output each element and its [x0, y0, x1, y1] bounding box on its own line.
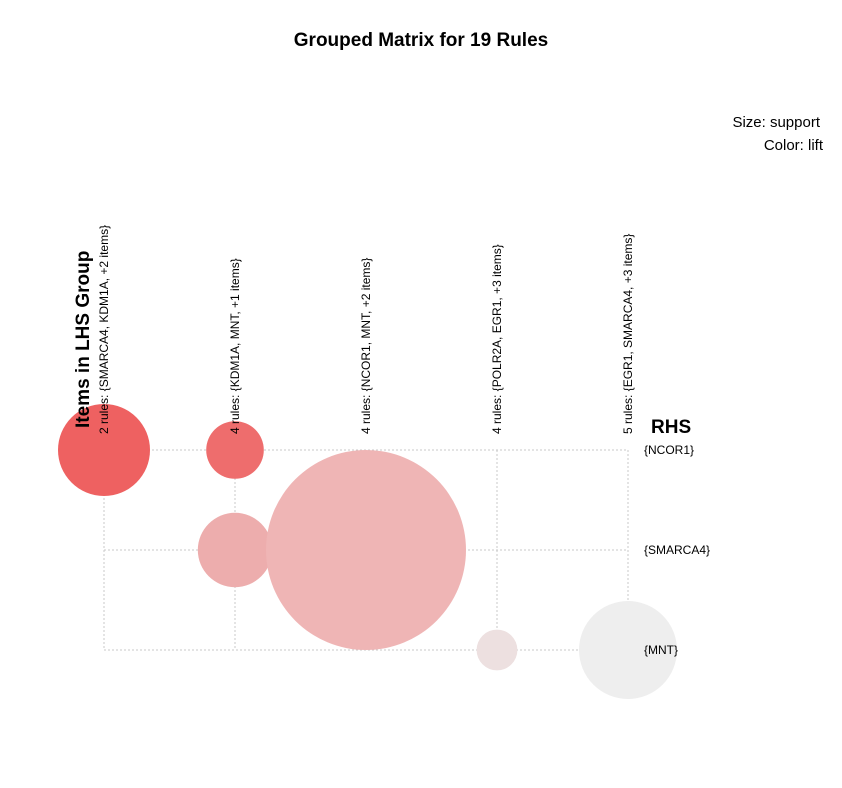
rhs-labels: {NCOR1} {SMARCA4} {MNT}	[644, 443, 710, 657]
lhs-group-label-2: 4 rules: {NCOR1, MNT, +2 items}	[359, 258, 373, 434]
lhs-group-label-0: 2 rules: {SMARCA4, KDM1A, +2 items}	[97, 225, 111, 434]
rhs-label-1: {SMARCA4}	[644, 543, 710, 557]
chart-title: Grouped Matrix for 19 Rules	[294, 30, 548, 51]
lhs-group-labels: 2 rules: {SMARCA4, KDM1A, +2 items} 4 rul…	[97, 225, 635, 434]
lhs-group-label-4: 5 rules: {EGR1, SMARCA4, +3 items}	[621, 234, 635, 434]
bubble-4	[476, 629, 518, 671]
bubble-layer	[58, 404, 677, 699]
lhs-group-label-1: 4 rules: {KDM1A, MNT, +1 items}	[228, 258, 242, 434]
bubble-1	[206, 421, 264, 479]
bubble-5	[579, 601, 677, 699]
legend-color-label: Color: lift	[764, 137, 824, 154]
legend-size-label: Size: support	[732, 114, 820, 131]
bubble-2	[197, 512, 273, 588]
y-axis-title: RHS	[651, 417, 691, 438]
bubble-0	[58, 404, 150, 496]
rhs-label-0: {NCOR1}	[644, 443, 694, 457]
bubble-3	[266, 450, 466, 650]
lhs-group-label-3: 4 rules: {POLR2A, EGR1, +3 items}	[490, 244, 504, 434]
x-axis-title: Items in LHS Group	[73, 251, 94, 428]
rhs-label-2: {MNT}	[644, 643, 678, 657]
